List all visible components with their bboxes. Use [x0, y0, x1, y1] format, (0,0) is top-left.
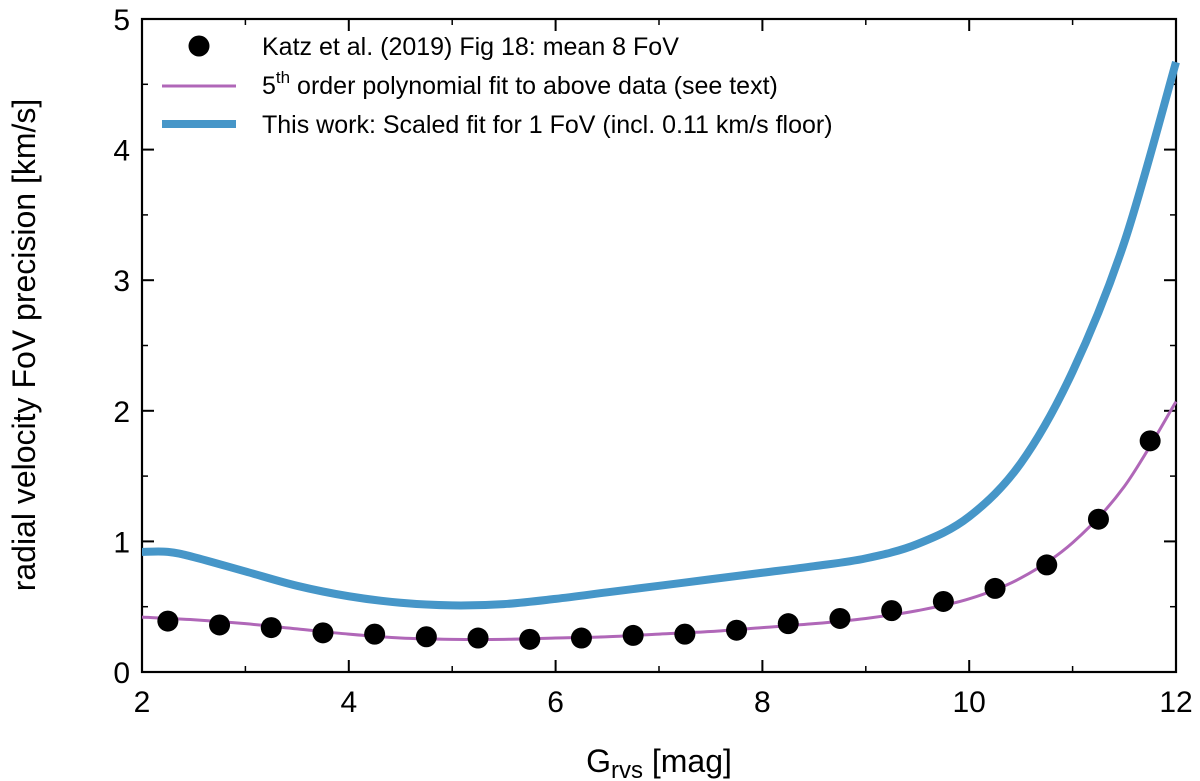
scatter-point [1036, 554, 1058, 576]
y-axis-title: radial velocity FoV precision [km/s] [6, 99, 42, 592]
scatter-point [157, 610, 179, 632]
polynomial-fit-line [141, 400, 1178, 642]
scatter-point [364, 623, 386, 645]
legend-scaled-label: This work: Scaled fit for 1 FoV (incl. 0… [262, 111, 833, 139]
scatter-point [777, 613, 799, 635]
y-tick-label: 2 [113, 396, 130, 429]
y-tick-label: 3 [113, 265, 130, 298]
x-tick-label: 10 [953, 686, 986, 719]
y-tick-label: 1 [113, 526, 130, 559]
scaled-fit-line [141, 60, 1180, 610]
scatter-point [415, 626, 437, 648]
x-tick-label: 2 [134, 686, 151, 719]
x-tick-label: 12 [1159, 686, 1192, 719]
scatter-point [932, 590, 954, 612]
legend: Katz et al. (2019) Fig 18: mean 8 FoV 5t… [162, 33, 833, 139]
scatter-point [984, 577, 1006, 599]
scatter-point [622, 624, 644, 646]
x-tick-label: 8 [754, 686, 771, 719]
legend-scatter-label: Katz et al. (2019) Fig 18: mean 8 FoV [262, 33, 679, 61]
y-tick-label: 4 [113, 135, 130, 168]
scatter-point [726, 619, 748, 641]
x-tick-label: 4 [340, 686, 357, 719]
scatter-point [519, 628, 541, 650]
scatter-point [312, 622, 334, 644]
series-layer [141, 60, 1180, 650]
y-tick-label: 5 [113, 4, 130, 37]
scatter-point [1087, 508, 1109, 530]
scatter-point [467, 627, 489, 649]
y-tick-label: 0 [113, 657, 130, 690]
scatter-point [260, 617, 282, 639]
scatter-point [1139, 430, 1161, 452]
scatter-point [881, 600, 903, 622]
legend-scatter-marker [188, 35, 210, 57]
x-tick-label: 6 [547, 686, 564, 719]
scatter-point [209, 614, 231, 636]
scatter-point [570, 627, 592, 649]
scatter-point [674, 623, 696, 645]
scatter-point [829, 607, 851, 629]
legend-poly-label: 5th order polynomial fit to above data (… [262, 68, 778, 100]
x-axis-title: Grvs [mag] [586, 743, 732, 781]
